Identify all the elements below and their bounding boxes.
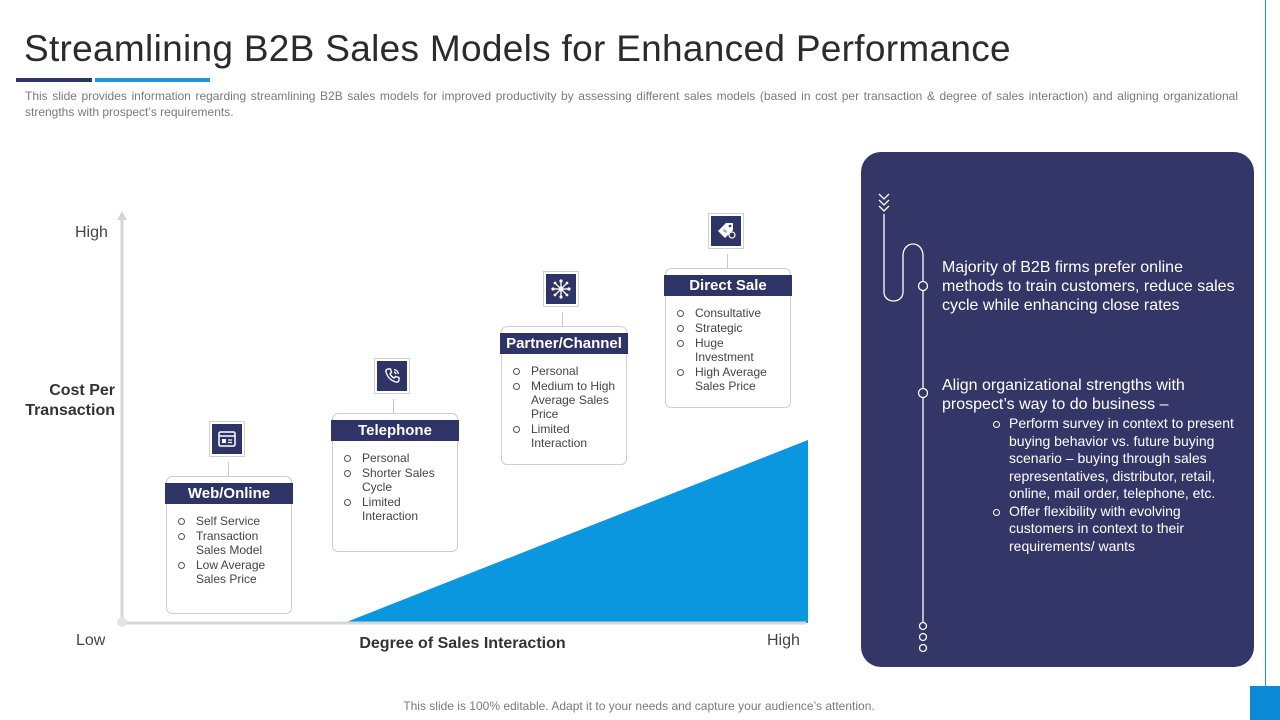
model-point: Personal xyxy=(513,364,620,378)
model-card-title: Telephone xyxy=(331,420,459,441)
web-online-icon-box xyxy=(209,421,245,457)
model-point: Transaction Sales Model xyxy=(178,529,285,557)
title-underline-blue xyxy=(95,78,210,82)
web-online-connector xyxy=(228,462,229,476)
price-tag-icon: $ xyxy=(718,223,736,239)
model-card-partner-channel: Partner/Channel Personal Medium to High … xyxy=(500,326,628,465)
model-card-points: Self Service Transaction Sales Model Low… xyxy=(178,514,285,587)
model-card-title: Web/Online xyxy=(165,483,293,504)
title-underline-dark xyxy=(16,78,92,82)
slide-footer-note: This slide is 100% editable. Adapt it to… xyxy=(403,699,875,713)
partner-channel-icon-box xyxy=(543,271,579,307)
telephone-icon-box xyxy=(374,358,410,394)
model-point: Consultative xyxy=(677,306,784,320)
phone-icon xyxy=(385,368,400,383)
slide-edge-accent xyxy=(1265,0,1266,686)
slide-title: Streamlining B2B Sales Models for Enhanc… xyxy=(24,28,1011,69)
svg-text:$: $ xyxy=(722,228,728,234)
sales-interaction-wedge xyxy=(344,440,808,623)
model-card-points: Consultative Strategic Huge Investment H… xyxy=(677,306,784,394)
model-point: Medium to High Average Sales Price xyxy=(513,379,620,421)
partner-channel-connector xyxy=(562,312,563,326)
model-point: Shorter Sales Cycle xyxy=(344,466,451,494)
telephone-connector xyxy=(393,399,394,413)
model-card-points: Personal Shorter Sales Cycle Limited Int… xyxy=(344,451,451,524)
y-axis-title: Cost Per Transaction xyxy=(25,382,115,419)
x-axis-high-label: High xyxy=(767,632,800,649)
panel-point-1: Majority of B2B firms prefer online meth… xyxy=(942,259,1235,314)
model-point: Strategic xyxy=(677,321,784,335)
model-point: Limited Interaction xyxy=(513,422,620,450)
model-card-web-online: Web/Online Self Service Transaction Sale… xyxy=(165,476,293,614)
direct-sale-icon-box: $ xyxy=(708,213,744,249)
panel-sub-point: Offer flexibility with evolving customer… xyxy=(991,503,1249,556)
model-point: Low Average Sales Price xyxy=(178,558,285,586)
panel-sub-points: Perform survey in context to present buy… xyxy=(991,415,1249,555)
y-axis-high-label: High xyxy=(75,224,108,241)
timeline-decoration xyxy=(878,193,929,653)
model-point: Personal xyxy=(344,451,451,465)
model-card-title: Direct Sale xyxy=(664,275,792,296)
panel-point-2: Align organizational strengths with pros… xyxy=(942,377,1185,413)
axis-origin xyxy=(117,617,127,627)
corner-accent-block xyxy=(1250,686,1280,720)
slide-subtitle: This slide provides information regardin… xyxy=(25,89,1238,119)
model-point: Limited Interaction xyxy=(344,495,451,523)
model-card-title: Partner/Channel xyxy=(500,333,628,354)
chart-axes xyxy=(117,211,808,627)
model-card-telephone: Telephone Personal Shorter Sales Cycle L… xyxy=(331,413,459,552)
x-axis-title: Degree of Sales Interaction xyxy=(359,635,566,652)
model-card-points: Personal Medium to High Average Sales Pr… xyxy=(513,364,620,451)
model-card-direct-sale: Direct Sale Consultative Strategic Huge … xyxy=(664,268,792,408)
browser-icon xyxy=(218,431,236,447)
model-point: Self Service xyxy=(178,514,285,528)
network-icon xyxy=(551,279,571,299)
summary-panel: Majority of B2B firms prefer online meth… xyxy=(861,152,1254,667)
model-point: Huge Investment xyxy=(677,336,784,364)
y-axis-arrow xyxy=(117,211,127,220)
model-point: High Average Sales Price xyxy=(677,365,784,393)
direct-sale-connector xyxy=(727,254,728,268)
panel-sub-point: Perform survey in context to present buy… xyxy=(991,415,1249,503)
origin-low-label: Low xyxy=(76,632,106,649)
